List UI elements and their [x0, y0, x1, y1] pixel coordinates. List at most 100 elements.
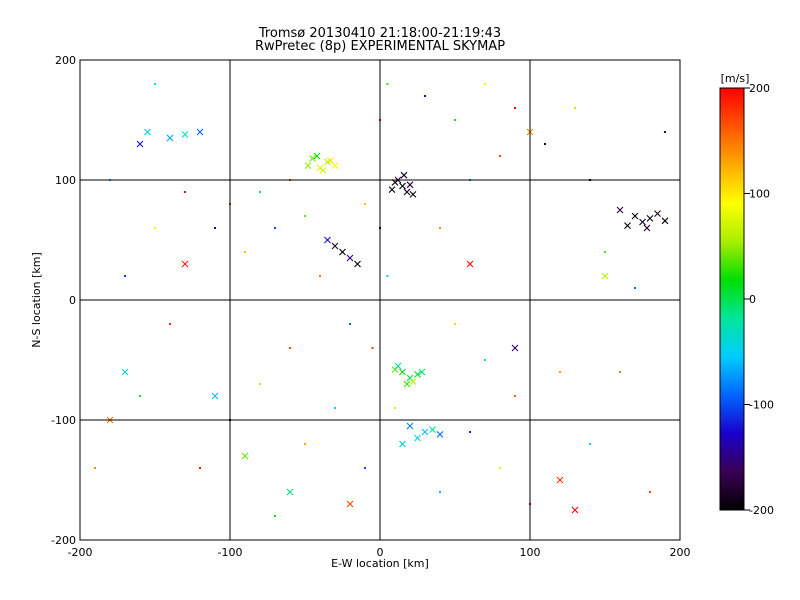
- colorbar: [719, 87, 745, 511]
- colorbar-tick-label: 100: [749, 188, 770, 201]
- data-point-dot: [94, 467, 96, 469]
- data-point-x: [241, 452, 249, 460]
- colorbar-tick-label: -200: [749, 504, 774, 517]
- data-point-x: [418, 368, 426, 376]
- data-point-x: [631, 212, 639, 220]
- data-point-x: [327, 157, 334, 165]
- data-point-dot: [154, 227, 156, 229]
- x-axis-label: E-W location [km]: [331, 557, 429, 570]
- data-point-dot: [544, 143, 546, 145]
- data-point-dot: [274, 515, 276, 517]
- data-point-x: [414, 371, 421, 378]
- data-point-x: [654, 210, 661, 217]
- data-point-x: [346, 254, 354, 262]
- data-point-dot: [559, 371, 561, 373]
- data-point-dot: [371, 347, 374, 349]
- data-point-dot: [454, 119, 456, 121]
- data-point-dot: [349, 323, 351, 325]
- x-tick-labels: -200 -100 0 100 200: [68, 546, 691, 559]
- colorbar-tick-label: -100: [749, 399, 774, 412]
- data-point-dot: [589, 443, 591, 445]
- data-point-dot: [154, 83, 156, 85]
- data-point-x: [309, 155, 316, 162]
- data-point-dot: [619, 371, 621, 373]
- data-point-x: [313, 152, 321, 160]
- data-point-dot: [139, 395, 141, 397]
- data-point-dot: [319, 275, 321, 277]
- data-point-dot: [364, 203, 366, 205]
- y-axis-label: N-S location [km]: [30, 252, 43, 348]
- data-point-dot: [259, 383, 261, 385]
- data-point-x: [403, 380, 411, 388]
- y-tick-label: 100: [55, 174, 76, 187]
- data-point-dot: [439, 491, 441, 493]
- data-point-dot: [454, 323, 456, 325]
- data-point-x: [286, 488, 294, 496]
- data-point-x: [388, 186, 396, 193]
- data-point-x: [556, 476, 564, 484]
- data-point-dot: [289, 347, 291, 349]
- data-point-dot: [274, 227, 276, 229]
- data-point-x: [661, 217, 669, 225]
- data-point-x: [181, 131, 189, 138]
- y-tick-label: 200: [55, 54, 76, 67]
- colorbar-tick-label: 200: [749, 82, 770, 95]
- data-point-x: [571, 506, 579, 514]
- data-point-dot: [334, 407, 336, 409]
- data-point-x: [319, 167, 327, 174]
- data-point-x: [601, 272, 609, 280]
- data-point-dot: [364, 467, 366, 469]
- chart-subtitle: RwPretec (8p) EXPERIMENTAL SKYMAP: [255, 39, 505, 54]
- data-point-dot: [424, 95, 426, 97]
- data-point-x: [339, 248, 346, 256]
- x-tick-label: -200: [68, 546, 93, 559]
- y-tick-label: -100: [51, 414, 76, 427]
- data-point-x: [399, 368, 406, 376]
- x-tick-label: -100: [218, 546, 243, 559]
- data-point-x: [399, 440, 406, 448]
- data-point-x: [406, 181, 414, 189]
- x-tick-label: 100: [520, 546, 541, 559]
- data-point-dot: [169, 323, 171, 325]
- x-tick-label: 200: [670, 546, 691, 559]
- data-point-dot: [259, 191, 261, 193]
- data-point-dot: [304, 215, 306, 217]
- data-point-dot: [394, 407, 396, 409]
- colorbar-tick-label: 0: [749, 293, 756, 306]
- data-point-dot: [214, 227, 216, 229]
- data-point-dot: [386, 83, 389, 85]
- data-point-x: [181, 260, 189, 268]
- data-point-dot: [499, 155, 501, 157]
- data-point-x: [421, 428, 429, 436]
- y-tick-labels: -200 -100 0 100 200: [51, 54, 76, 547]
- data-point-x: [196, 128, 204, 136]
- data-point-x: [324, 236, 331, 244]
- data-point-dot: [604, 251, 606, 253]
- data-point-x: [409, 378, 417, 385]
- colorbar-ticks: 200 100 0 -100 -200: [744, 82, 774, 517]
- data-point-x: [646, 215, 654, 222]
- data-point-dot: [664, 131, 666, 133]
- x-tick-label: 0: [377, 546, 384, 559]
- data-point-x: [121, 368, 129, 376]
- data-point-x: [414, 434, 421, 442]
- data-point-x: [643, 224, 651, 232]
- data-point-x: [406, 422, 414, 430]
- data-point-dot: [124, 275, 126, 277]
- data-point-x: [144, 128, 151, 136]
- data-point-dot: [574, 107, 576, 109]
- data-point-dot: [439, 227, 441, 229]
- chart-title: Tromsø 20130410 21:18:00-21:19:43: [258, 26, 501, 41]
- data-point-dot: [514, 107, 516, 109]
- data-point-x: [400, 171, 408, 179]
- data-point-dot: [386, 275, 389, 277]
- colorbar-label: [m/s]: [721, 72, 750, 85]
- data-point-x: [331, 242, 339, 250]
- data-point-x: [394, 362, 402, 370]
- data-point-x: [136, 140, 144, 148]
- data-point-x: [211, 392, 219, 400]
- data-point-dot: [649, 491, 651, 493]
- data-point-x: [409, 191, 417, 198]
- data-point-dot: [304, 443, 306, 445]
